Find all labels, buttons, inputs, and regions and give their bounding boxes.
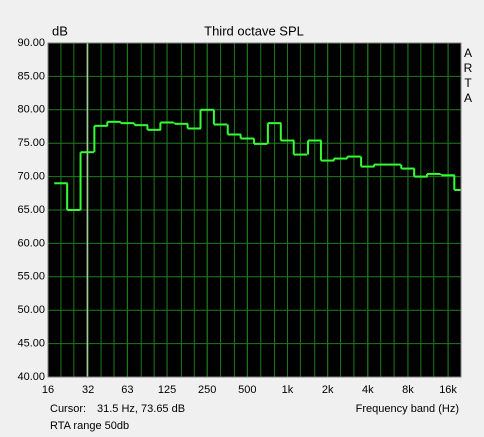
x-tick-label: 125 — [158, 384, 176, 396]
x-tick-label: 2k — [322, 384, 334, 396]
x-axis-label: Frequency band (Hz) — [356, 403, 459, 415]
x-tick-label: 16k — [439, 384, 457, 396]
y-tick-label: 40.00 — [17, 371, 45, 383]
y-tick-label: 45.00 — [17, 338, 45, 350]
x-tick-label: 4k — [362, 384, 374, 396]
x-tick-label: 8k — [402, 384, 414, 396]
x-tick-label: 250 — [198, 384, 216, 396]
y-axis-label: dB — [52, 23, 68, 38]
x-tick-label: 16 — [42, 384, 54, 396]
x-tick-label: 500 — [238, 384, 256, 396]
chart-title: Third octave SPL — [204, 23, 304, 38]
y-tick-label: 55.00 — [17, 271, 45, 283]
x-tick-label: 1k — [282, 384, 294, 396]
y-tick-label: 90.00 — [17, 37, 45, 49]
plot-border — [47, 42, 462, 378]
cursor-readout: 31.5 Hz, 73.65 dB — [97, 403, 185, 415]
y-tick-label: 85.00 — [17, 70, 45, 82]
cursor-label: Cursor: — [50, 403, 86, 415]
x-tick-label: 32 — [82, 384, 94, 396]
y-tick-label: 60.00 — [17, 237, 45, 249]
footer: RTA range 50db — [50, 420, 129, 432]
x-tick-label: 63 — [121, 384, 133, 396]
y-tick-label: 65.00 — [17, 204, 45, 216]
y-tick-label: 50.00 — [17, 304, 45, 316]
y-tick-label: 80.00 — [17, 104, 45, 116]
y-tick-label: 70.00 — [17, 171, 45, 183]
brand: ARTA — [461, 46, 475, 106]
y-tick-label: 75.00 — [17, 137, 45, 149]
